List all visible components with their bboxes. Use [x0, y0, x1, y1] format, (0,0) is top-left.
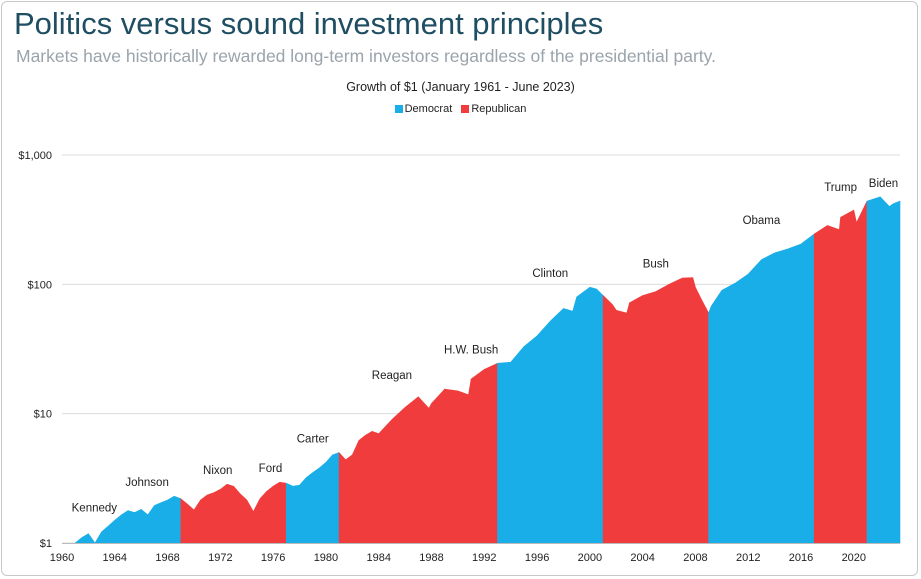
- president-label: Obama: [743, 215, 781, 227]
- area-carter: [286, 452, 340, 544]
- area-reagan: [338, 388, 445, 544]
- area-johnson: [113, 495, 182, 544]
- area-biden: [866, 196, 901, 544]
- legend-item-republican: Republican: [461, 103, 526, 115]
- chart-title: Growth of $1 (January 1961 - June 2023): [346, 80, 575, 94]
- x-tick-label: 1988: [419, 552, 443, 564]
- legend-swatch-republican: [461, 105, 470, 113]
- area-bush: [602, 277, 709, 544]
- x-tick-label: 1996: [525, 552, 549, 564]
- president-label: Johnson: [125, 477, 168, 489]
- president-label: Biden: [869, 178, 898, 190]
- x-tick-label: 1960: [50, 552, 74, 564]
- y-tick-label: $100: [28, 279, 52, 291]
- president-label: Trump: [824, 182, 857, 194]
- area-clinton: [497, 286, 604, 544]
- legend-label-republican: Republican: [471, 103, 527, 115]
- president-label: Nixon: [203, 465, 232, 477]
- x-tick-label: 2016: [789, 552, 813, 564]
- president-label: Bush: [643, 258, 669, 270]
- legend-item-democrat: Democrat: [394, 103, 453, 115]
- chart-legend: Democrat Republican: [0, 103, 921, 115]
- president-label: Reagan: [372, 370, 412, 382]
- y-tick-label: $1,000: [18, 150, 52, 162]
- legend-swatch-democrat: [394, 105, 403, 113]
- x-tick-label: 1976: [261, 552, 285, 564]
- y-tick-label: $10: [34, 409, 52, 421]
- president-label: Clinton: [532, 268, 568, 280]
- president-label: H.W. Bush: [444, 344, 498, 356]
- area-trump: [813, 200, 868, 544]
- area-kennedy: [74, 520, 114, 544]
- y-tick-label: $1: [40, 538, 52, 550]
- president-label: Carter: [297, 434, 329, 446]
- area-obama: [708, 233, 815, 544]
- x-tick-label: 1984: [366, 552, 390, 564]
- x-tick-label: 1980: [314, 552, 338, 564]
- x-tick-label: 2020: [842, 552, 866, 564]
- president-label: Kennedy: [72, 502, 118, 514]
- page-title: Politics versus sound investment princip…: [14, 6, 604, 41]
- page-subtitle: Markets have historically rewarded long-…: [16, 46, 716, 66]
- x-tick-label: 1968: [155, 552, 179, 564]
- x-tick-label: 1992: [472, 552, 496, 564]
- x-tick-label: 2012: [736, 552, 760, 564]
- area-ford: [254, 481, 287, 544]
- president-label: Ford: [259, 463, 283, 475]
- x-tick-label: 2000: [578, 552, 602, 564]
- x-tick-label: 1964: [103, 552, 127, 564]
- area-h-w-bush: [444, 362, 498, 544]
- x-tick-label: 2004: [630, 552, 654, 564]
- x-tick-label: 2008: [683, 552, 707, 564]
- legend-label-democrat: Democrat: [404, 103, 453, 115]
- x-tick-label: 1972: [208, 552, 232, 564]
- area-nixon: [180, 483, 255, 544]
